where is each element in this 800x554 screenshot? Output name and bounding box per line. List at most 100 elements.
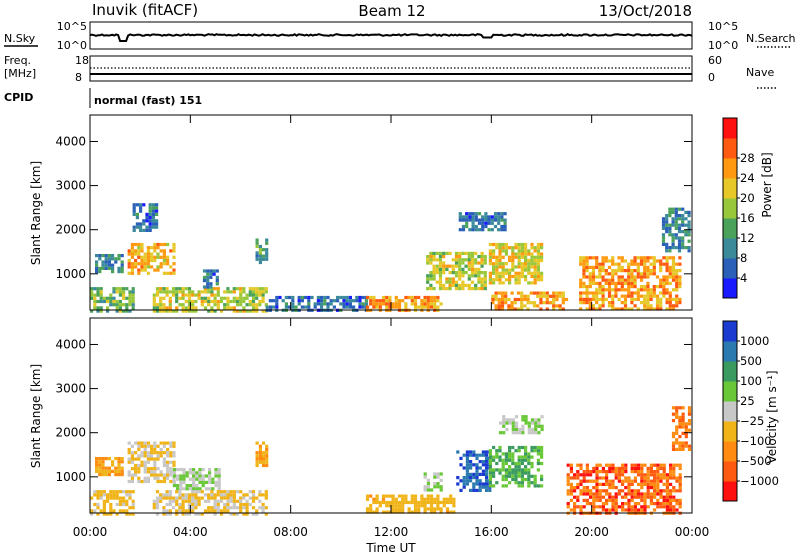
heatmap-cell <box>492 249 496 253</box>
heatmap-cell <box>501 474 505 478</box>
heatmap-cell <box>501 484 505 488</box>
heatmap-cell <box>258 299 262 304</box>
heatmap-cell <box>614 492 618 496</box>
heatmap-cell <box>678 419 682 423</box>
heatmap-cell <box>265 241 269 245</box>
heatmap-cell <box>153 470 157 474</box>
heatmap-cell <box>140 454 144 458</box>
y-tick-label: 4000 <box>55 337 86 351</box>
heatmap-cell <box>131 296 135 300</box>
heatmap-cell <box>492 265 496 269</box>
heatmap-cell <box>194 496 198 500</box>
heatmap-cell <box>162 506 166 510</box>
heatmap-cell <box>630 294 634 298</box>
heatmap-cell <box>452 510 456 514</box>
heatmap-cell <box>662 473 666 477</box>
heatmap-cell <box>627 482 631 486</box>
heatmap-cell <box>636 262 640 266</box>
heatmap-cell <box>524 449 528 453</box>
heatmap-cell <box>552 294 556 298</box>
heatmap-cell <box>179 480 183 484</box>
heatmap-cell <box>413 504 418 508</box>
heatmap-cell <box>232 499 236 503</box>
heatmap-cell <box>513 297 517 302</box>
heatmap-cell <box>155 502 160 507</box>
heatmap-cell <box>630 495 634 499</box>
heatmap-cell <box>604 259 608 263</box>
heatmap-cell <box>495 452 499 456</box>
heatmap-cell <box>621 505 625 509</box>
heatmap-cell <box>169 444 173 448</box>
heatmap-cell <box>201 474 205 478</box>
heatmap-cell <box>627 508 631 512</box>
heatmap-cell <box>378 500 382 505</box>
heatmap-cell <box>498 249 502 253</box>
heatmap-cell <box>372 295 376 300</box>
heatmap-cell <box>169 271 173 275</box>
heatmap-cell <box>258 490 262 494</box>
heatmap-cell <box>242 496 246 500</box>
heatmap-cell <box>96 490 100 494</box>
heatmap-cell <box>364 299 368 303</box>
heatmap-cell <box>501 468 505 472</box>
heatmap-cell <box>191 499 195 503</box>
heatmap-cell <box>109 490 113 494</box>
heatmap-cell <box>217 474 221 478</box>
heatmap-cell <box>488 458 492 462</box>
heatmap-cell <box>591 256 596 260</box>
heatmap-cell <box>140 246 144 250</box>
heatmap-cell <box>678 406 682 410</box>
heatmap-cell <box>500 307 505 311</box>
heatmap-cell <box>176 468 180 472</box>
heatmap-cell <box>439 302 443 306</box>
heatmap-cell <box>98 457 102 461</box>
heatmap-cell <box>206 272 210 276</box>
heatmap-cell <box>649 486 653 490</box>
heatmap-cell <box>433 472 437 476</box>
heatmap-cell <box>511 452 515 456</box>
heatmap-cell <box>258 290 262 294</box>
heatmap-cell <box>624 463 628 467</box>
heatmap-cell <box>687 230 691 234</box>
heatmap-cell <box>264 290 268 294</box>
heatmap-cell <box>536 278 540 282</box>
heatmap-cell <box>497 291 501 295</box>
heatmap-cell <box>495 461 499 466</box>
heatmap-cell <box>503 221 507 225</box>
heatmap-cell <box>151 225 155 229</box>
heatmap-cell <box>504 294 508 298</box>
heatmap-cell <box>261 257 266 261</box>
heatmap-cell <box>533 274 537 279</box>
heatmap-cell <box>454 271 459 275</box>
heatmap-cell <box>536 294 540 298</box>
heatmap-cell <box>665 226 669 230</box>
heatmap-cell <box>595 275 599 279</box>
heatmap-cell <box>456 476 460 480</box>
heatmap-cell <box>261 296 265 300</box>
heatmap-cell <box>640 476 644 480</box>
heatmap-cell <box>258 457 262 461</box>
heatmap-cell <box>576 482 580 486</box>
heatmap-cell <box>614 476 618 480</box>
heatmap-cell <box>232 512 236 516</box>
heatmap-cell <box>474 274 478 278</box>
heatmap-cell <box>203 306 208 310</box>
heatmap-cell <box>426 478 430 482</box>
heatmap-cell <box>653 495 657 499</box>
heatmap-cell <box>669 505 673 509</box>
heatmap-cell <box>197 502 201 507</box>
colorbar-tick-label: 4 <box>740 271 747 285</box>
heatmap-cell <box>576 498 580 502</box>
heatmap-cell <box>284 295 288 300</box>
heatmap-cell <box>297 302 301 306</box>
heatmap-cell <box>493 215 498 219</box>
heatmap-cell <box>585 265 589 269</box>
heatmap-cell <box>507 297 511 302</box>
freq-unit: [MHz] <box>4 67 36 80</box>
heatmap-cell <box>536 271 540 275</box>
heatmap-cell <box>150 258 154 263</box>
cpid-value: normal (fast) 151 <box>94 94 202 107</box>
heatmap-cell <box>656 466 660 470</box>
heatmap-cell <box>165 496 169 500</box>
heatmap-cell <box>665 297 669 301</box>
